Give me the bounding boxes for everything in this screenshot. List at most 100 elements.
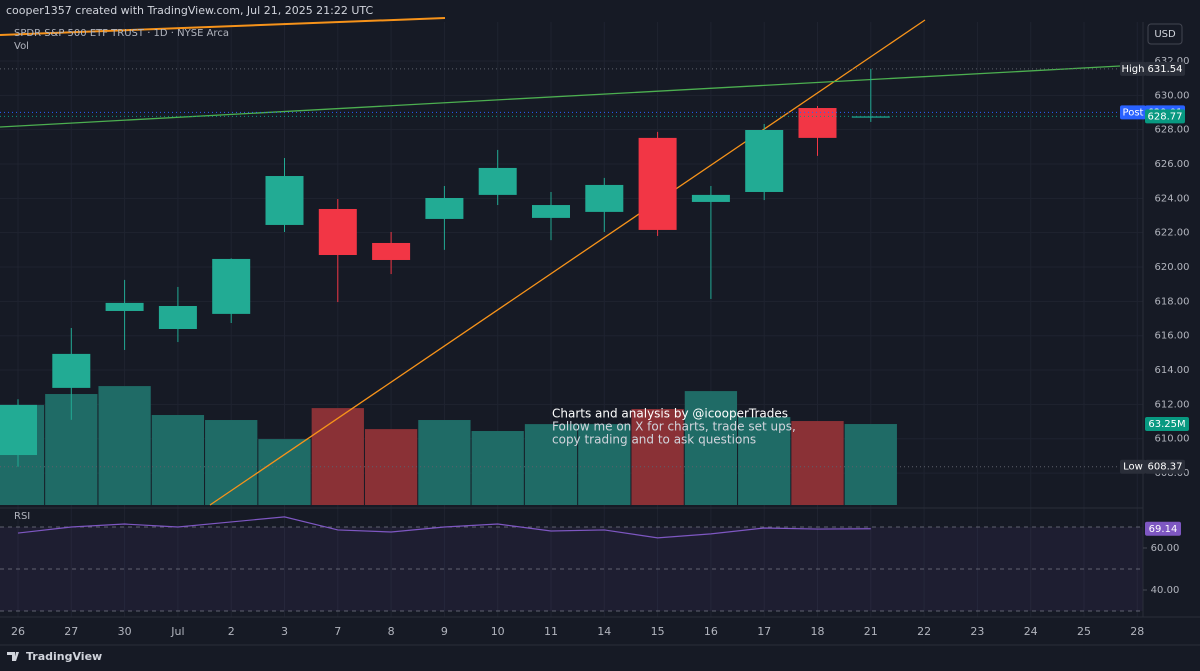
rsi-value-box xyxy=(1145,521,1181,536)
volume-layer xyxy=(0,386,897,505)
x-tick-label: 7 xyxy=(334,625,341,638)
x-tick-label: 2 xyxy=(228,625,235,638)
annotation: copy trading and to ask questions xyxy=(552,433,756,447)
candle-body xyxy=(318,208,357,256)
x-tick-label: 15 xyxy=(651,625,665,638)
marker-label: Post xyxy=(1123,107,1144,118)
candle-body xyxy=(478,167,517,195)
marker-tag xyxy=(1120,459,1146,474)
x-tick-label: 25 xyxy=(1077,625,1091,638)
x-tick-label: 21 xyxy=(864,625,878,638)
credit: cooper1357 created with TradingView.com,… xyxy=(6,4,374,17)
volume-bar xyxy=(791,421,844,505)
rsi-title: RSI xyxy=(14,511,30,522)
marker-label: High xyxy=(1122,64,1145,75)
candle-body xyxy=(212,258,251,314)
volume-label-box xyxy=(1145,417,1189,432)
y-tick-label: 632.00 xyxy=(1155,56,1190,67)
x-tick-label: Jul xyxy=(170,625,184,638)
candle-body xyxy=(265,176,304,225)
volume-bar xyxy=(844,424,897,505)
trend-line xyxy=(0,65,1121,128)
candle-body xyxy=(851,116,890,118)
marker-label: Low xyxy=(1123,462,1143,473)
volume-bar xyxy=(258,439,311,505)
candle-body xyxy=(105,302,144,311)
x-tick-label: 30 xyxy=(118,625,132,638)
x-tick-label: 10 xyxy=(491,625,505,638)
annotation: Follow me on X for charts, trade set ups… xyxy=(552,420,796,434)
volume-bar xyxy=(418,420,471,505)
currency-button[interactable] xyxy=(1147,23,1183,45)
y-tick-label: 624.00 xyxy=(1155,193,1190,204)
currency[interactable]: USD xyxy=(1154,29,1176,40)
volume-bar xyxy=(471,431,524,505)
y-tick-label: 630.00 xyxy=(1155,90,1190,101)
overlay-layer xyxy=(0,68,1143,539)
logo: TradingView xyxy=(7,650,102,663)
x-tick-label: 14 xyxy=(597,625,611,638)
candle-body xyxy=(158,305,197,330)
y-tick-label: 626.00 xyxy=(1155,159,1190,170)
trend-line xyxy=(0,17,446,36)
candle-body xyxy=(532,205,570,218)
candles-layer xyxy=(0,68,890,467)
y-tick-label: 628.00 xyxy=(1155,125,1190,136)
annotation: Charts and analysis by @icooperTrades xyxy=(552,407,788,421)
marker-box xyxy=(1145,61,1185,76)
candle-body xyxy=(798,108,837,138)
x-tick-label: 28 xyxy=(1130,625,1144,638)
chart-title: SPDR S&P 500 ETF TRUST · 1D · NYSE Arca xyxy=(14,28,229,39)
volume-label: 63.25M xyxy=(1148,419,1185,430)
y-tick-label: 622.00 xyxy=(1155,228,1190,239)
y-tick-label: 610.00 xyxy=(1155,434,1190,445)
x-tick-label: 22 xyxy=(917,625,931,638)
candle-body xyxy=(638,137,677,230)
marker-box xyxy=(1145,459,1185,474)
x-tick-label: 9 xyxy=(441,625,448,638)
logo-icon xyxy=(7,652,19,661)
volume-bar xyxy=(151,415,205,505)
volume-bar xyxy=(524,424,578,505)
x-tick-label: 17 xyxy=(757,625,771,638)
volume-bar xyxy=(738,417,791,505)
x-tick-label: 18 xyxy=(811,625,825,638)
rsi-tick-label: 40.00 xyxy=(1151,585,1180,596)
candle-body xyxy=(52,353,91,388)
x-tick-label: 26 xyxy=(11,625,25,638)
y-tick-label: 618.00 xyxy=(1155,296,1190,307)
volume-bar xyxy=(205,420,258,505)
rsi-tick-label: 60.00 xyxy=(1151,543,1180,554)
candle-body xyxy=(745,130,784,192)
volume-bar xyxy=(684,391,738,505)
rsi-value: 69.14 xyxy=(1149,524,1178,535)
candle-body xyxy=(425,197,464,219)
subtitle: Vol xyxy=(14,41,29,52)
marker-tag xyxy=(1120,105,1146,120)
marker-value: 631.54 xyxy=(1148,64,1183,75)
volume-bar xyxy=(311,408,364,505)
volume-bar xyxy=(98,386,151,505)
y-tick-label: 616.00 xyxy=(1155,331,1190,342)
candle-body xyxy=(0,404,37,456)
footer-brand: TradingView xyxy=(26,650,102,663)
x-tick-label: 11 xyxy=(544,625,558,638)
trend-line xyxy=(209,19,926,506)
volume-bar xyxy=(631,409,684,505)
candle-body xyxy=(585,184,624,212)
marker-value: 628.77 xyxy=(1148,111,1183,122)
grid xyxy=(0,22,1143,617)
rsi-line xyxy=(17,516,871,539)
candle-body xyxy=(372,242,411,260)
x-tick-label: 3 xyxy=(281,625,288,638)
y-tick-label: 620.00 xyxy=(1155,262,1190,273)
marker-box xyxy=(1145,109,1185,124)
marker-value: 608.37 xyxy=(1148,462,1183,473)
marker-tag xyxy=(1120,61,1146,76)
x-tick-label: 27 xyxy=(64,625,78,638)
volume-bar xyxy=(578,424,631,505)
x-tick-label: 23 xyxy=(970,625,984,638)
x-tick-label: 16 xyxy=(704,625,718,638)
